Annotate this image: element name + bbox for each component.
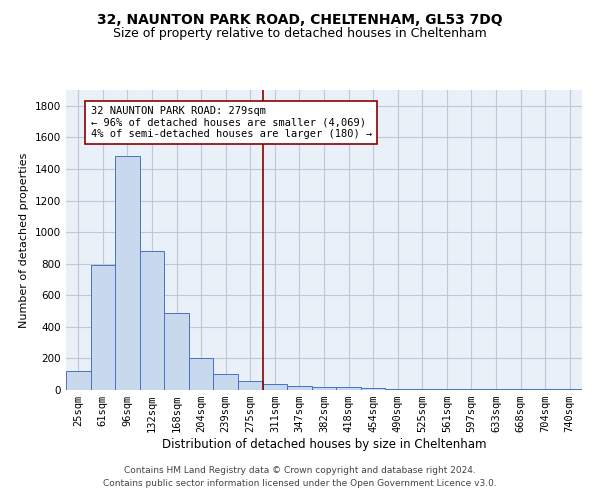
Text: Size of property relative to detached houses in Cheltenham: Size of property relative to detached ho…: [113, 28, 487, 40]
Y-axis label: Number of detached properties: Number of detached properties: [19, 152, 29, 328]
X-axis label: Distribution of detached houses by size in Cheltenham: Distribution of detached houses by size …: [162, 438, 486, 451]
Bar: [91, 266, 115, 390]
Text: 32, NAUNTON PARK ROAD, CHELTENHAM, GL53 7DQ: 32, NAUNTON PARK ROAD, CHELTENHAM, GL53 …: [97, 12, 503, 26]
Text: Contains HM Land Registry data © Crown copyright and database right 2024.
Contai: Contains HM Land Registry data © Crown c…: [103, 466, 497, 487]
Bar: [459, 389, 484, 390]
Bar: [557, 389, 582, 390]
Bar: [115, 156, 140, 390]
Bar: [312, 387, 336, 390]
Bar: [287, 386, 312, 390]
Bar: [164, 312, 189, 390]
Bar: [385, 389, 410, 390]
Bar: [189, 358, 214, 390]
Bar: [140, 251, 164, 390]
Bar: [508, 389, 533, 390]
Bar: [410, 389, 434, 390]
Bar: [263, 384, 287, 390]
Text: 32 NAUNTON PARK ROAD: 279sqm
← 96% of detached houses are smaller (4,069)
4% of : 32 NAUNTON PARK ROAD: 279sqm ← 96% of de…: [91, 106, 372, 139]
Bar: [238, 380, 263, 390]
Bar: [484, 389, 508, 390]
Bar: [214, 374, 238, 390]
Bar: [66, 371, 91, 390]
Bar: [533, 389, 557, 390]
Bar: [336, 387, 361, 390]
Bar: [434, 389, 459, 390]
Bar: [361, 388, 385, 390]
